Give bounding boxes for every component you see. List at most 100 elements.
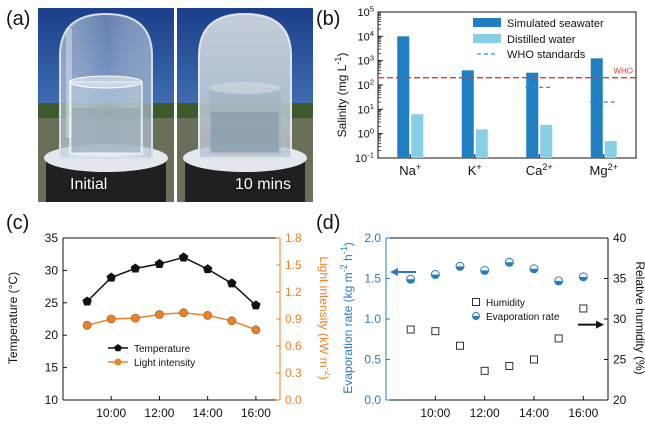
light-intensity-point	[155, 310, 164, 319]
legend-humidity-label: Humidity	[486, 298, 525, 309]
evaporation-point-fill	[579, 276, 588, 281]
temperature-y-axis-label: Temperature (°C)	[6, 272, 20, 364]
legend-humidity-marker	[472, 298, 480, 306]
temperature-light-chart: Temperature (°C) Light intensity (kW m-2…	[6, 231, 330, 420]
humidity-point	[579, 304, 588, 313]
temperature-point	[106, 272, 116, 282]
light-intensity-point	[227, 316, 237, 326]
panel-label-c: (c)	[6, 212, 30, 234]
evap-y-tick-label: 0.5	[364, 353, 381, 367]
legend-distilled-label: Distilled water	[507, 34, 576, 46]
light-intensity-point	[82, 320, 92, 330]
humidity-y-tick-label: 40	[613, 231, 627, 245]
salinity-x-tick-label: Ca2+	[526, 162, 553, 178]
who-threshold-label: WHO	[613, 67, 633, 76]
humidity-point	[554, 334, 563, 343]
temperature-point	[251, 300, 261, 310]
light-intensity-y-axis-label: Light intensity (kW m-2)	[317, 256, 330, 379]
salinity-x-tick-label: Mg2+	[590, 162, 618, 178]
seawater-bar	[590, 58, 603, 159]
salinity-y-axis-label: Salinity (mg L-1)	[333, 53, 349, 138]
evaporation-point-fill	[554, 280, 563, 285]
humidity-axis-arrow-head	[596, 320, 604, 329]
evaporation-point-fill	[431, 274, 440, 279]
light-intensity-point	[203, 311, 213, 320]
humidity-point	[431, 327, 440, 336]
light-y-tick-label: 0.3	[285, 366, 302, 380]
evap-y-tick-label: 1.5	[364, 272, 381, 286]
photo-caption-initial: Initial	[70, 176, 108, 193]
light-y-tick-label: 1.5	[285, 258, 302, 272]
time-x-tick-label: 14:00	[519, 406, 549, 420]
photo-caption-10-mins: 10 mins	[235, 176, 292, 193]
humidity-y-tick-label: 35	[613, 272, 627, 286]
evaporation-point-fill	[505, 262, 514, 267]
temperature-point	[154, 258, 165, 268]
panel-label-d: (d)	[316, 212, 341, 234]
temperature-point	[130, 263, 141, 273]
legend-light-label: Light intensity	[134, 358, 195, 369]
evaporation-point-fill	[406, 279, 415, 284]
humidity-point	[505, 361, 514, 370]
humidity-point	[480, 366, 489, 375]
temperature-point	[82, 296, 92, 306]
light-y-tick-label: 0.6	[285, 339, 302, 353]
temperature-point	[227, 278, 237, 288]
salinity-y-tick-label: 101	[357, 102, 374, 116]
humidity-point	[530, 355, 538, 364]
evaporation-axis-arrow-head	[390, 268, 398, 277]
evaporation-point-fill	[480, 270, 489, 275]
evaporation-point-fill	[530, 268, 538, 273]
salinity-y-tick-label: 103	[357, 53, 374, 67]
evaporation-y-axis-label: Evaporation rate (kg m-2 h-1)	[339, 242, 355, 393]
temp-y-tick-label: 10	[45, 393, 59, 407]
seawater-bar	[461, 70, 474, 158]
temp-y-tick-label: 20	[45, 328, 59, 342]
evaporation-humidity-chart: Evaporation rate (kg m-2 h-1) Relative h…	[339, 231, 645, 420]
seawater-bar	[397, 36, 410, 159]
photo-initial: Initial	[38, 8, 174, 202]
light-y-tick-label: 0.0	[285, 393, 302, 407]
panel-label-b: (b)	[316, 8, 341, 30]
salinity-y-tick-label: 100	[357, 126, 374, 140]
evaporation-point-fill	[456, 266, 464, 271]
humidity-point	[406, 325, 415, 334]
salinity-x-tick-label: Na+	[399, 162, 421, 178]
humidity-y-axis-label: Relative humidity (%)	[633, 261, 645, 374]
photo-10-mins: 10 mins	[177, 8, 313, 202]
distilled-bar	[475, 129, 488, 158]
time-x-tick-label: 12:00	[144, 406, 174, 420]
legend-temperature-marker	[114, 344, 122, 352]
legend-seawater-swatch	[473, 18, 501, 27]
distilled-bar	[604, 140, 617, 158]
time-x-tick-label: 16:00	[568, 406, 598, 420]
humidity-y-tick-label: 30	[613, 312, 627, 326]
legend-temperature-label: Temperature	[134, 344, 191, 355]
legend-seawater-label: Simulated seawater	[507, 18, 604, 30]
evap-y-tick-label: 0.0	[364, 393, 381, 407]
temp-y-tick-label: 30	[45, 263, 59, 277]
legend-who-label: WHO standards	[507, 49, 586, 61]
legend-distilled-swatch	[473, 34, 501, 43]
distilled-bar	[411, 114, 424, 158]
light-intensity-point	[251, 325, 261, 335]
time-x-tick-label: 14:00	[193, 406, 223, 420]
temperature-point	[202, 264, 213, 274]
light-intensity-point	[179, 308, 188, 318]
humidity-point	[456, 341, 464, 350]
panel-label-a: (a)	[6, 8, 31, 30]
time-x-tick-label: 10:00	[420, 406, 450, 420]
light-intensity-point	[130, 313, 140, 323]
legend-evaporation-label: Evaporation rate	[486, 312, 560, 323]
light-intensity-point	[106, 314, 116, 324]
temp-y-tick-label: 25	[45, 296, 59, 310]
time-x-tick-label: 12:00	[470, 406, 500, 420]
seawater-bar	[526, 72, 539, 158]
salinity-y-tick-label: 105	[357, 5, 374, 19]
light-y-tick-label: 0.9	[285, 312, 302, 326]
light-y-tick-label: 1.8	[285, 231, 302, 245]
temp-y-tick-label: 35	[45, 231, 59, 245]
salinity-x-tick-label: K+	[468, 162, 482, 178]
evap-y-tick-label: 2.0	[364, 231, 381, 245]
